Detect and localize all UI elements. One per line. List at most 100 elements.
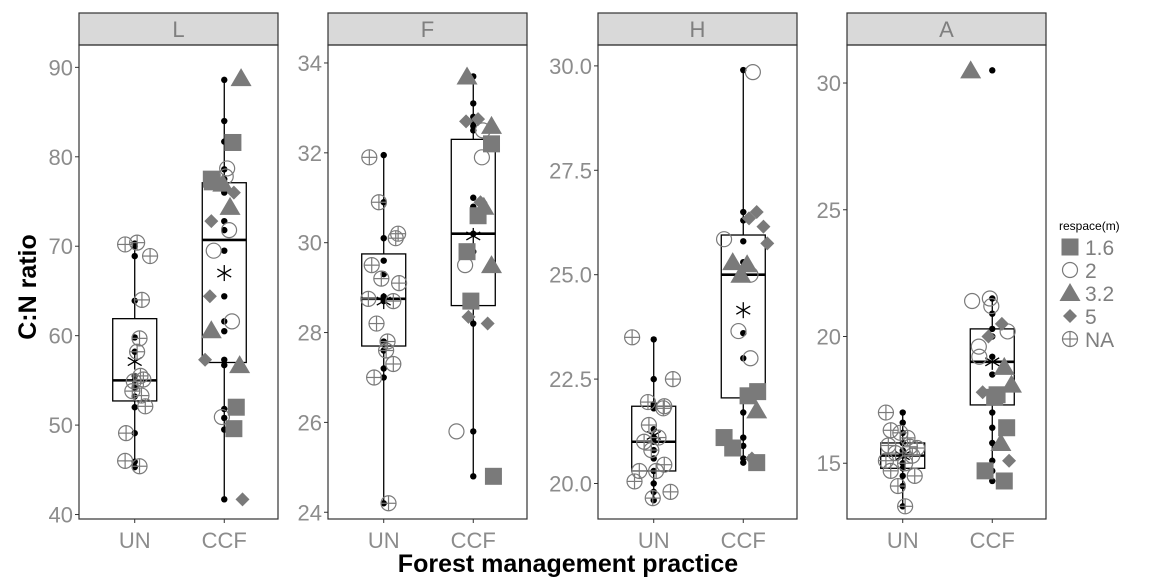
raw-point <box>221 293 228 300</box>
point-circle-plus <box>117 452 134 469</box>
point-square <box>998 419 1016 437</box>
point-triangle <box>230 68 252 87</box>
point-circle-plus <box>648 462 665 480</box>
legend-label: 5 <box>1085 306 1097 329</box>
raw-point <box>221 496 228 503</box>
point-diamond <box>480 316 495 331</box>
raw-point <box>221 117 228 125</box>
point-circle-plus <box>131 330 148 347</box>
point-circle-plus <box>640 416 658 434</box>
raw-point <box>221 247 228 254</box>
point-circle-plus <box>626 473 643 490</box>
raw-point <box>740 434 747 441</box>
panel-frame <box>846 44 1047 520</box>
point-triangle <box>212 173 234 192</box>
point-open-circle <box>970 338 987 355</box>
raw-point <box>131 334 138 341</box>
y-tick-label: 15 <box>817 451 841 476</box>
x-tick-label: CCF <box>202 528 247 553</box>
legend-item: 5 <box>1063 306 1097 329</box>
point-circle-plus <box>639 393 657 411</box>
raw-point <box>989 67 996 74</box>
mean-marker <box>217 265 232 282</box>
raw-point <box>989 424 996 431</box>
raw-point <box>470 100 477 107</box>
y-tick-label: 28 <box>298 321 322 346</box>
raw-point <box>131 463 138 471</box>
legend-item: 1.6 <box>1061 237 1114 260</box>
mean-marker <box>466 227 481 244</box>
legend-key-square <box>1061 238 1079 256</box>
legend-item: 3.2 <box>1059 283 1114 306</box>
panel-frame <box>327 44 528 520</box>
point-triangle <box>730 264 752 283</box>
point-circle-plus <box>897 455 914 472</box>
raw-point <box>221 356 228 364</box>
point-circle-plus <box>125 373 142 390</box>
mean-marker <box>127 353 142 370</box>
point-open-circle <box>742 350 759 367</box>
legend-title: respace(m) <box>1059 219 1120 233</box>
facet-strip <box>78 12 279 46</box>
y-tick-label: 20 <box>817 324 841 349</box>
facet-label: F <box>421 17 434 42</box>
y-tick-label: 32 <box>298 141 322 166</box>
raw-point <box>470 473 477 480</box>
raw-point <box>380 234 387 242</box>
y-tick-label: 60 <box>49 324 73 349</box>
point-diamond <box>975 385 990 400</box>
point-square <box>986 388 1004 406</box>
point-diamond <box>198 352 213 367</box>
raw-point <box>470 320 477 327</box>
point-triangle <box>200 320 222 339</box>
point-circle-plus <box>655 400 672 417</box>
y-tick-label: 24 <box>298 500 322 525</box>
raw-point <box>989 325 996 333</box>
point-open-circle <box>213 408 230 426</box>
mean-marker <box>376 293 391 310</box>
point-open-circle <box>223 313 241 330</box>
facet-label: A <box>939 17 954 42</box>
raw-point <box>470 428 477 435</box>
point-circle-plus <box>897 498 914 515</box>
panel-F: F 24 26 28 30 32 34 UN CCF <box>298 12 528 553</box>
y-tick-label: 90 <box>49 55 73 80</box>
facet-strip <box>597 12 798 46</box>
y-tick-label: 30 <box>817 71 841 96</box>
point-diamond <box>226 185 241 200</box>
point-open-circle <box>981 290 998 307</box>
raw-point <box>650 336 657 343</box>
point-circle-plus <box>370 194 388 211</box>
facet-label: L <box>172 17 184 42</box>
point-circle-plus <box>887 444 904 462</box>
legend-label: 1.6 <box>1085 237 1114 260</box>
raw-point <box>380 365 387 372</box>
raw-point <box>740 238 747 245</box>
point-triangle <box>746 400 768 419</box>
y-tick-label: 40 <box>49 503 73 528</box>
point-circle-plus <box>390 225 407 242</box>
point-triangle <box>229 355 251 374</box>
x-tick-label: CCF <box>970 528 1015 553</box>
raw-point <box>131 404 138 411</box>
legend-label: 3.2 <box>1085 283 1114 306</box>
point-diamond <box>994 316 1009 331</box>
raw-point <box>221 414 228 422</box>
point-square <box>976 462 994 480</box>
point-open-circle <box>457 257 474 274</box>
facet-strip <box>846 12 1047 46</box>
legend-key-diamond <box>1063 309 1077 323</box>
point-open-circle <box>205 242 222 259</box>
x-tick-label: UN <box>119 528 151 553</box>
point-circle-plus <box>379 333 396 350</box>
point-circle-plus <box>385 355 402 373</box>
point-circle-plus <box>368 315 385 332</box>
point-circle-plus <box>624 329 641 346</box>
point-circle-plus <box>361 149 378 166</box>
point-circle-plus <box>664 370 682 388</box>
raw-point <box>740 455 747 462</box>
point-circle-plus <box>378 342 395 359</box>
point-triangle <box>993 356 1015 375</box>
point-circle-plus <box>643 441 660 459</box>
